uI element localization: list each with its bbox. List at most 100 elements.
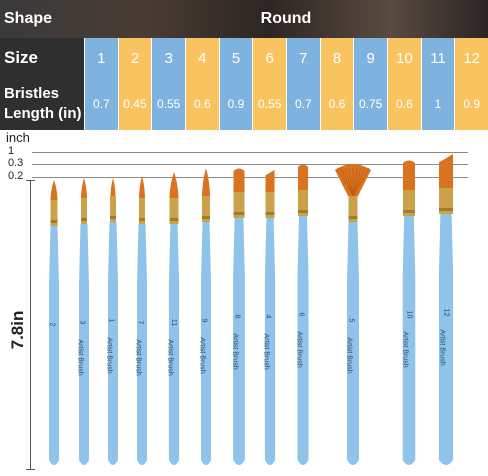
fan-bristle-line [352, 167, 362, 197]
size-cell: 3 [151, 38, 185, 78]
brush-size-label: 11 [170, 318, 178, 327]
dimension-cap-bottom [26, 469, 35, 470]
size-cell: 1 [84, 38, 118, 78]
brush-2 [49, 180, 59, 465]
size-cell: 4 [185, 38, 219, 78]
fan-bristle-line [340, 167, 354, 197]
brush-bristles [298, 164, 308, 190]
brush-9 [201, 168, 211, 465]
ruler-unit: inch [6, 130, 30, 145]
brush-ferrule-ring [403, 210, 415, 213]
brush-set: 2 3 Artist Brush 1 Artist Brush 7 Artist Brush… [0, 150, 488, 476]
brush-7 [137, 176, 147, 465]
brush-handle [201, 222, 211, 465]
dimension-line [30, 180, 31, 470]
brush-ferrule-ring [169, 218, 179, 221]
brush-ferrule-ring [265, 212, 275, 215]
brush-ferrule [202, 196, 210, 222]
brush-brand-label: Artist Brush [105, 337, 113, 374]
size-cell: 8 [319, 38, 354, 78]
size-header: Size [4, 48, 39, 67]
fan-bristle-line [348, 167, 354, 197]
shape-header: Shape [4, 10, 53, 27]
bristle-cell: 0.55 [151, 78, 185, 130]
brush-bristles [233, 168, 245, 192]
brush-ferrule-ring [348, 216, 358, 219]
brush-brand-label: Artist Brush [262, 333, 270, 370]
brush-ferrule [439, 188, 453, 214]
ruler-line-1 [32, 152, 468, 153]
brush-ferrule [403, 190, 415, 216]
brush-ferrule [265, 192, 275, 218]
size-cell: 9 [353, 38, 387, 78]
bristle-cells: 0.7 0.45 0.55 0.6 0.9 0.55 0.7 0.6 0.75 0.6 1 0.9 [84, 78, 488, 130]
brush-brand-label: Artist Brush [198, 337, 206, 374]
brush-ferrule [233, 192, 245, 218]
brush-ferrule [298, 190, 308, 216]
brush-brand-label: Artist Brush [166, 339, 174, 376]
brush-handle [438, 214, 454, 465]
brush-ferrule-ring [439, 208, 453, 211]
bristle-row: Bristles Length (in) 0.7 0.45 0.55 0.6 0.9 0.… [0, 78, 488, 130]
bristle-cell: 0.75 [353, 78, 387, 130]
size-cells: 1 2 3 4 5 6 7 8 9 10 11 12 [84, 38, 488, 78]
bristle-cell: 0.7 [286, 78, 320, 130]
brush-ferrule [139, 198, 145, 224]
brush-ferrule-ring [298, 210, 308, 213]
brush-1 [108, 178, 118, 465]
brush-12 [438, 154, 454, 465]
brush-ferrule [50, 200, 58, 226]
brush-brand-label: Artist Brush [345, 337, 353, 374]
bristle-cell: 0.45 [117, 78, 152, 130]
bristle-cell: 1 [420, 78, 455, 130]
bristle-header-line1: Bristles [4, 85, 60, 102]
brush-ferrule-ring [233, 212, 245, 215]
brush-brand-label: Artist Brush [231, 333, 239, 370]
size-cell: 5 [218, 38, 253, 78]
fan-bristle-line [344, 167, 354, 197]
shape-row: Shape Round [0, 0, 488, 38]
fan-bristle-line [352, 167, 358, 197]
brush-ferrule-ring [110, 216, 116, 219]
brush-6 [297, 164, 309, 465]
brush-ferrule [169, 198, 179, 224]
brush-ferrule-ring [139, 218, 145, 221]
fan-bristle-line [352, 167, 370, 197]
brush-size-label: 5 [347, 318, 355, 323]
brush-size-label: 9 [200, 318, 208, 323]
brush-size-label: 10 [405, 310, 413, 319]
brush-handle [347, 222, 359, 465]
bristle-cell: 0.6 [387, 78, 421, 130]
brush-bristles [265, 170, 275, 192]
fan-bristle-line [336, 167, 354, 197]
brush-size-label: 7 [136, 320, 144, 325]
brush-size-label: 2 [48, 322, 56, 327]
brush-ferrule-ring [202, 216, 210, 219]
ruler-line-3 [32, 177, 468, 178]
brush-8 [233, 168, 245, 465]
bristle-cell: 0.9 [454, 78, 488, 130]
bristle-cell: 0.55 [252, 78, 286, 130]
fan-bristle-line [352, 167, 366, 197]
dimension-cap-top [26, 180, 35, 181]
brush-bristles [50, 180, 58, 200]
brush-bristles [139, 176, 145, 198]
brush-bristles [439, 154, 453, 188]
brush-brand-label: Artist Brush [438, 329, 446, 366]
brush-ferrule-ring [81, 218, 87, 221]
size-row: Size 1 2 3 4 5 6 7 8 9 10 11 12 [0, 38, 488, 78]
brush-brand-label: Artist Brush [76, 339, 84, 376]
brush-handle [79, 224, 89, 465]
bristle-cell: 0.6 [319, 78, 354, 130]
brush-bristles [169, 172, 179, 198]
brush-size-label: 4 [264, 314, 272, 319]
brush-size-label: 6 [297, 312, 305, 317]
size-cell: 11 [420, 38, 455, 78]
brush-handle [137, 224, 147, 465]
brush-5 [335, 164, 371, 465]
bristle-header: Bristles Length (in) [0, 78, 84, 130]
brush-4 [264, 170, 276, 465]
ruler-mark-1: 1 [8, 145, 15, 157]
brush-10 [402, 160, 416, 465]
brush-bristles [110, 178, 116, 196]
